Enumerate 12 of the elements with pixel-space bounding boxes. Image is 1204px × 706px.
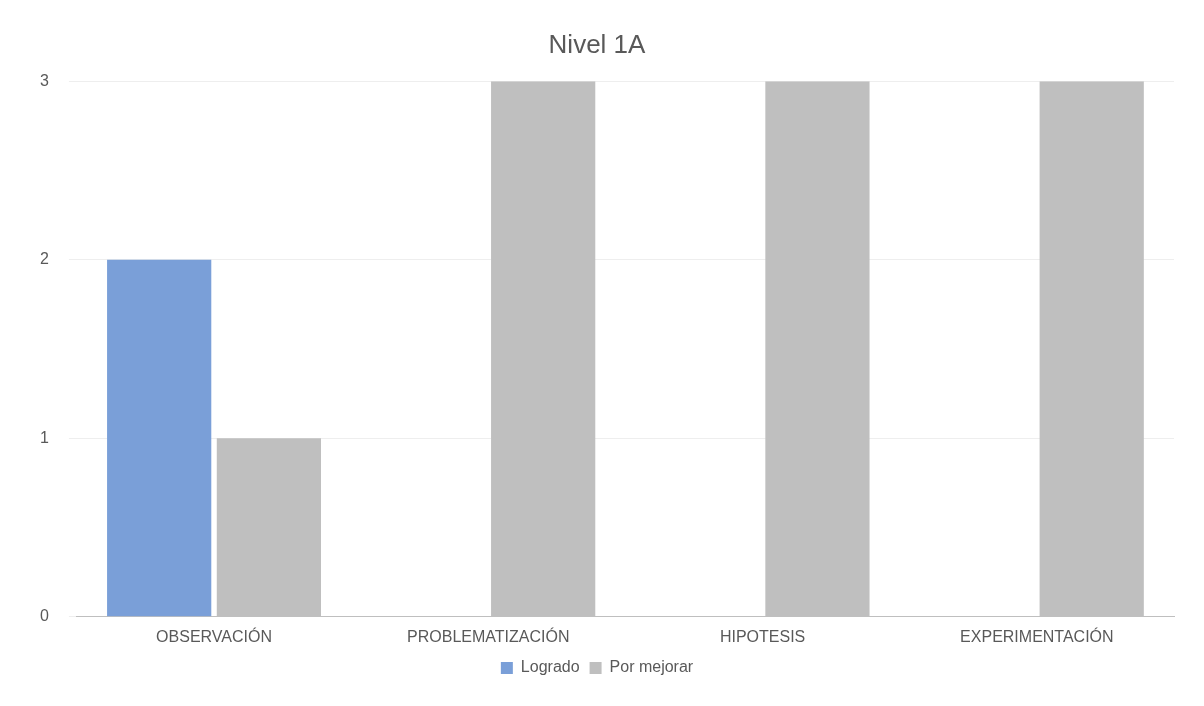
bar <box>107 259 212 617</box>
y-tick-label: 3 <box>39 71 49 89</box>
legend-label: Logrado <box>520 658 580 676</box>
x-tick-label: EXPERIMENTACIÓN <box>960 626 1114 645</box>
y-tick-label: 0 <box>39 607 49 625</box>
y-tick-label: 1 <box>39 428 49 446</box>
legend-label: Por mejorar <box>609 658 694 676</box>
x-tick-label: PROBLEMATIZACIÓN <box>407 626 570 645</box>
y-tick-label: 2 <box>39 250 49 268</box>
chart-title: Nivel 1A <box>548 28 647 59</box>
x-tick-label: HIPOTESIS <box>719 627 806 645</box>
x-tick-label: OBSERVACIÓN <box>156 626 272 645</box>
